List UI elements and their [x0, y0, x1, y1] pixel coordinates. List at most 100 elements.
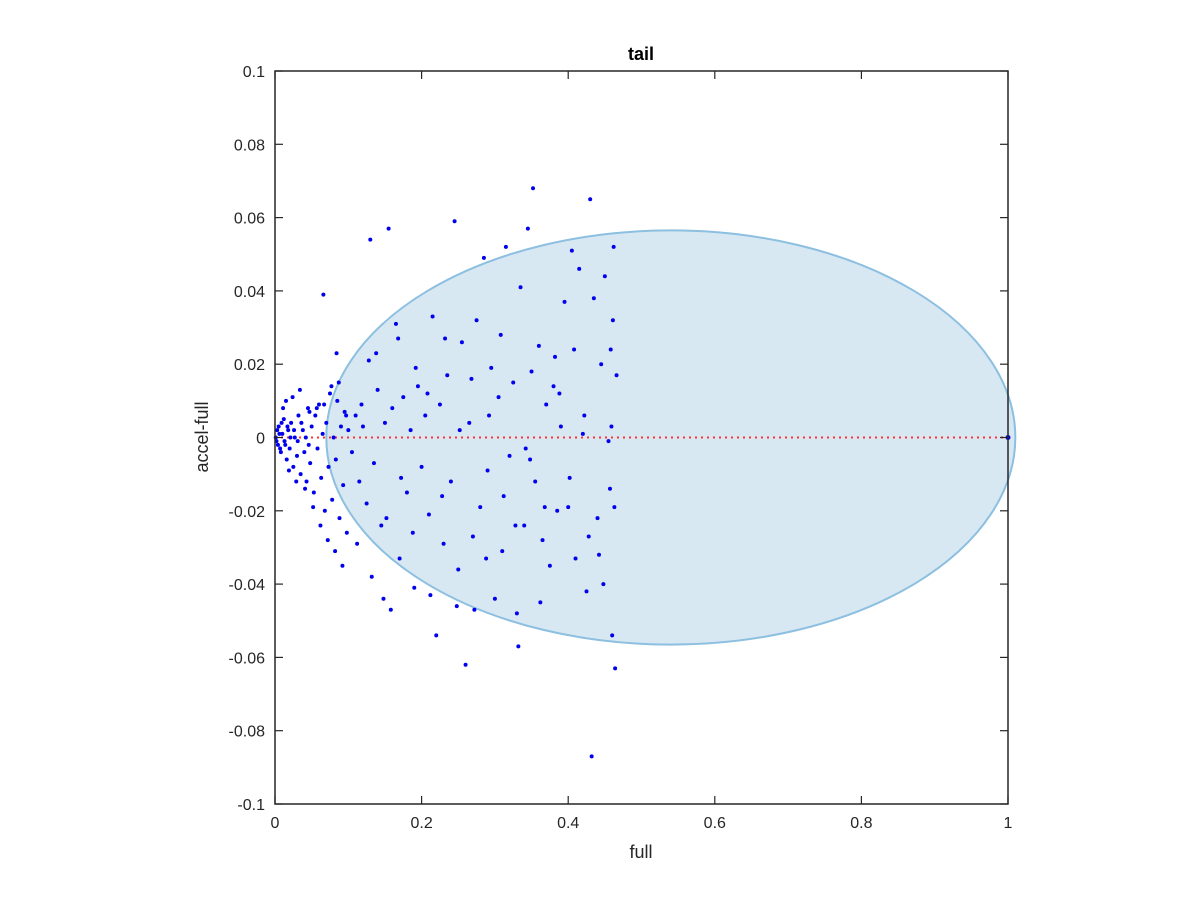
- data-point: [489, 365, 494, 370]
- data-point: [289, 420, 294, 425]
- data-point: [536, 343, 541, 348]
- data-point: [386, 226, 391, 231]
- data-point: [558, 424, 563, 429]
- y-tick-label: 0.06: [234, 211, 265, 228]
- data-point: [463, 662, 468, 667]
- data-point: [440, 494, 445, 499]
- data-point: [573, 556, 578, 561]
- data-point: [544, 402, 549, 407]
- x-axis: 0 0.2 0.4 0.6 0.8 1: [271, 71, 1013, 832]
- data-point: [498, 332, 503, 337]
- data-point: [467, 420, 472, 425]
- data-point: [286, 468, 291, 473]
- data-point: [412, 585, 417, 590]
- data-point: [569, 248, 574, 253]
- data-point: [528, 457, 533, 462]
- data-point: [360, 424, 365, 429]
- data-point: [338, 424, 343, 429]
- data-point: [596, 552, 601, 557]
- data-point: [283, 398, 288, 403]
- y-tick-label: 0: [256, 431, 265, 448]
- data-point: [529, 369, 534, 374]
- data-point: [553, 354, 558, 359]
- data-point: [326, 464, 331, 469]
- x-tick-label: 0: [271, 815, 280, 832]
- data-point: [513, 523, 518, 528]
- data-point: [294, 453, 299, 458]
- data-point: [336, 380, 341, 385]
- chart-title: tail: [628, 44, 654, 64]
- data-point: [292, 435, 297, 440]
- data-point: [374, 351, 379, 356]
- data-point: [313, 413, 318, 418]
- data-point: [511, 380, 516, 385]
- data-point: [281, 417, 286, 422]
- data-point: [588, 197, 593, 202]
- data-point: [538, 600, 543, 605]
- data-point: [329, 384, 334, 389]
- data-point: [359, 402, 364, 407]
- data-point: [434, 633, 439, 638]
- data-point: [614, 373, 619, 378]
- data-point: [478, 505, 483, 510]
- data-point: [399, 475, 404, 480]
- y-tick-label: 0.1: [243, 64, 265, 81]
- data-point: [381, 596, 386, 601]
- y-tick-label: -0.08: [229, 724, 266, 741]
- data-point: [459, 340, 464, 345]
- data-point: [401, 395, 406, 400]
- data-point: [516, 644, 521, 649]
- data-point: [577, 266, 582, 271]
- x-tick-label: 0.6: [704, 815, 726, 832]
- data-point: [606, 439, 611, 444]
- data-point: [344, 530, 349, 535]
- data-point: [346, 428, 351, 433]
- data-point: [518, 285, 523, 290]
- data-point: [582, 413, 587, 418]
- data-point: [318, 523, 323, 528]
- data-point: [547, 563, 552, 568]
- data-point: [281, 406, 286, 411]
- data-point: [304, 479, 309, 484]
- data-point: [514, 611, 519, 616]
- data-point: [282, 439, 287, 444]
- data-point: [278, 446, 283, 451]
- data-point: [303, 486, 308, 491]
- data-point: [294, 479, 299, 484]
- data-point: [344, 413, 349, 418]
- data-point: [470, 534, 475, 539]
- data-point: [595, 516, 600, 521]
- x-tick-label: 0.8: [850, 815, 872, 832]
- data-point: [319, 475, 324, 480]
- data-point: [324, 420, 329, 425]
- data-point: [562, 299, 567, 304]
- data-point: [589, 754, 594, 759]
- data-point: [327, 391, 332, 396]
- data-point: [300, 428, 305, 433]
- data-point: [371, 461, 376, 466]
- scatter-points: [273, 186, 1011, 759]
- data-point: [591, 296, 596, 301]
- data-point: [419, 464, 424, 469]
- x-tick-label: 0.4: [557, 815, 579, 832]
- data-point: [396, 336, 401, 341]
- data-point: [340, 563, 345, 568]
- data-point: [369, 574, 374, 579]
- data-point: [316, 402, 321, 407]
- data-point: [368, 237, 373, 242]
- y-axis-label: accel-full: [192, 401, 212, 472]
- data-point: [500, 549, 505, 554]
- data-point: [610, 633, 615, 638]
- data-point: [321, 292, 326, 297]
- data-point: [335, 398, 340, 403]
- x-tick-label: 0.2: [410, 815, 432, 832]
- data-point: [425, 391, 430, 396]
- data-point: [333, 549, 338, 554]
- data-point: [610, 318, 615, 323]
- data-point: [443, 336, 448, 341]
- data-point: [311, 505, 316, 510]
- data-point: [320, 431, 325, 436]
- data-point: [357, 479, 362, 484]
- data-point: [308, 461, 313, 466]
- y-tick-label: -0.06: [229, 650, 266, 667]
